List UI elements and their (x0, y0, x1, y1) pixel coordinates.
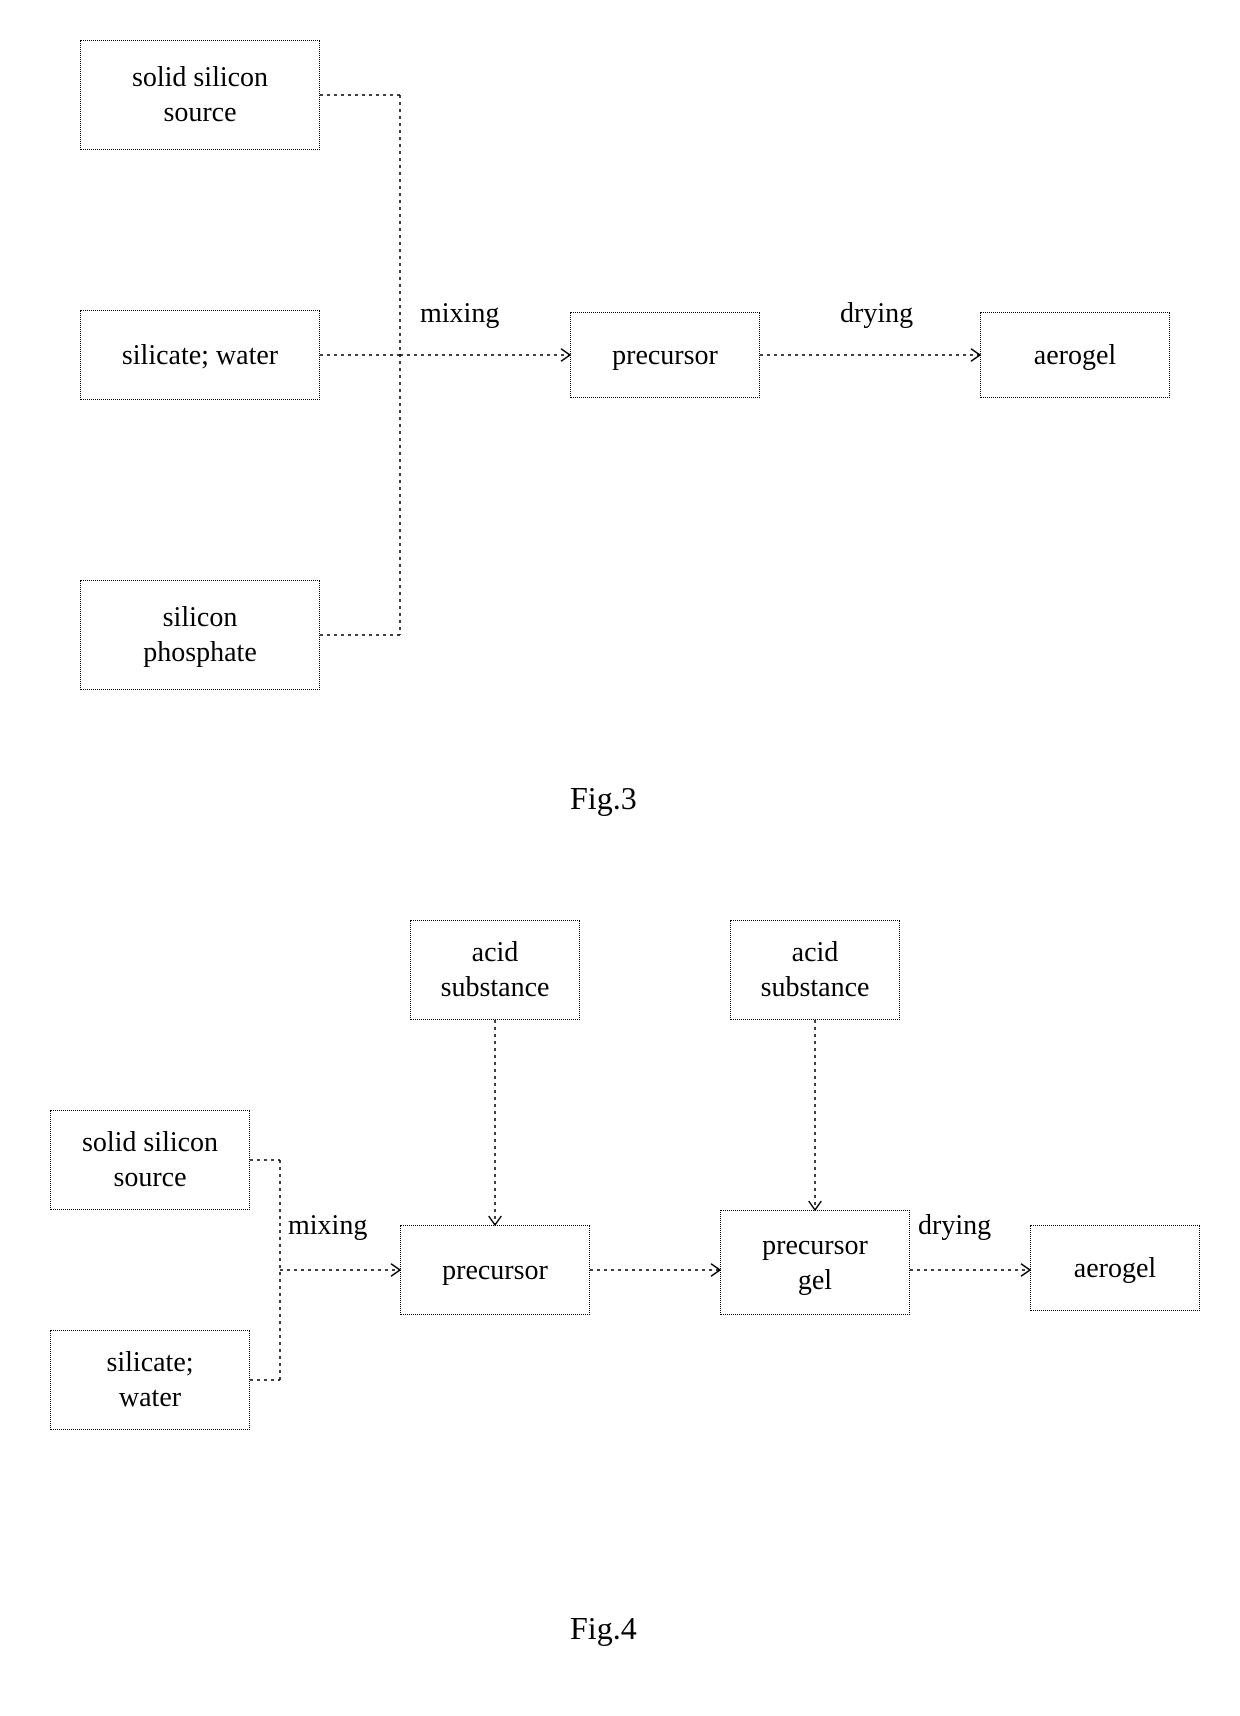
edges-svg (0, 0, 1240, 1716)
